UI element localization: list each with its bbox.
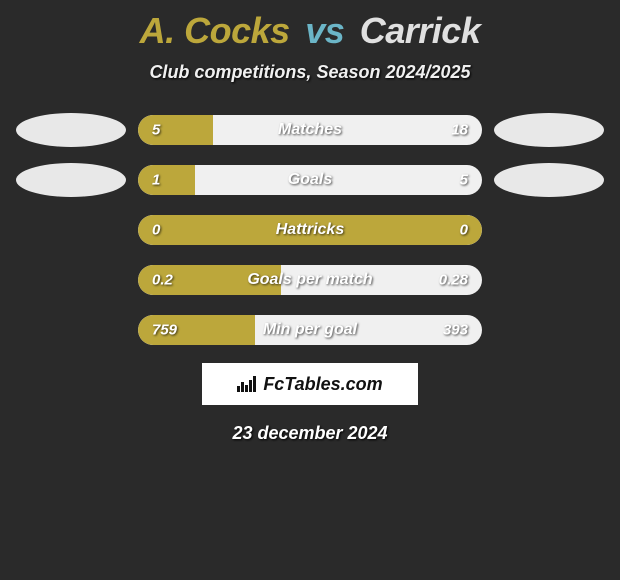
stat-label: Min per goal <box>138 321 482 339</box>
player2-badge <box>494 113 604 147</box>
comparison-title: A. Cocks vs Carrick <box>0 0 620 52</box>
stat-label: Goals <box>138 171 482 189</box>
infographic-canvas: A. Cocks vs Carrick Club competitions, S… <box>0 0 620 580</box>
barchart-icon <box>237 376 259 392</box>
stats-rows: 518Matches 15Goals 00Hattricks 0.20.28Goals… <box>0 113 620 347</box>
attribution-text: FcTables.com <box>237 374 382 395</box>
stat-label: Goals per match <box>138 271 482 289</box>
stat-bar: 518Matches <box>138 115 482 145</box>
attribution-box: FcTables.com <box>202 363 418 405</box>
player2-badge <box>494 163 604 197</box>
stat-bar: 00Hattricks <box>138 215 482 245</box>
stat-bar: 15Goals <box>138 165 482 195</box>
subtitle: Club competitions, Season 2024/2025 <box>0 62 620 83</box>
player1-badge <box>16 163 126 197</box>
stat-row: 759393Min per goal <box>0 313 620 347</box>
player1-badge <box>16 113 126 147</box>
vs-text: vs <box>305 10 344 51</box>
player2-name: Carrick <box>360 10 481 51</box>
date-text: 23 december 2024 <box>0 423 620 444</box>
stat-row: 15Goals <box>0 163 620 197</box>
stat-bar: 0.20.28Goals per match <box>138 265 482 295</box>
attribution-label: FcTables.com <box>263 374 382 395</box>
player1-name: A. Cocks <box>140 10 290 51</box>
stat-row: 0.20.28Goals per match <box>0 263 620 297</box>
stat-row: 00Hattricks <box>0 213 620 247</box>
stat-label: Matches <box>138 121 482 139</box>
stat-bar: 759393Min per goal <box>138 315 482 345</box>
stat-label: Hattricks <box>138 221 482 239</box>
stat-row: 518Matches <box>0 113 620 147</box>
